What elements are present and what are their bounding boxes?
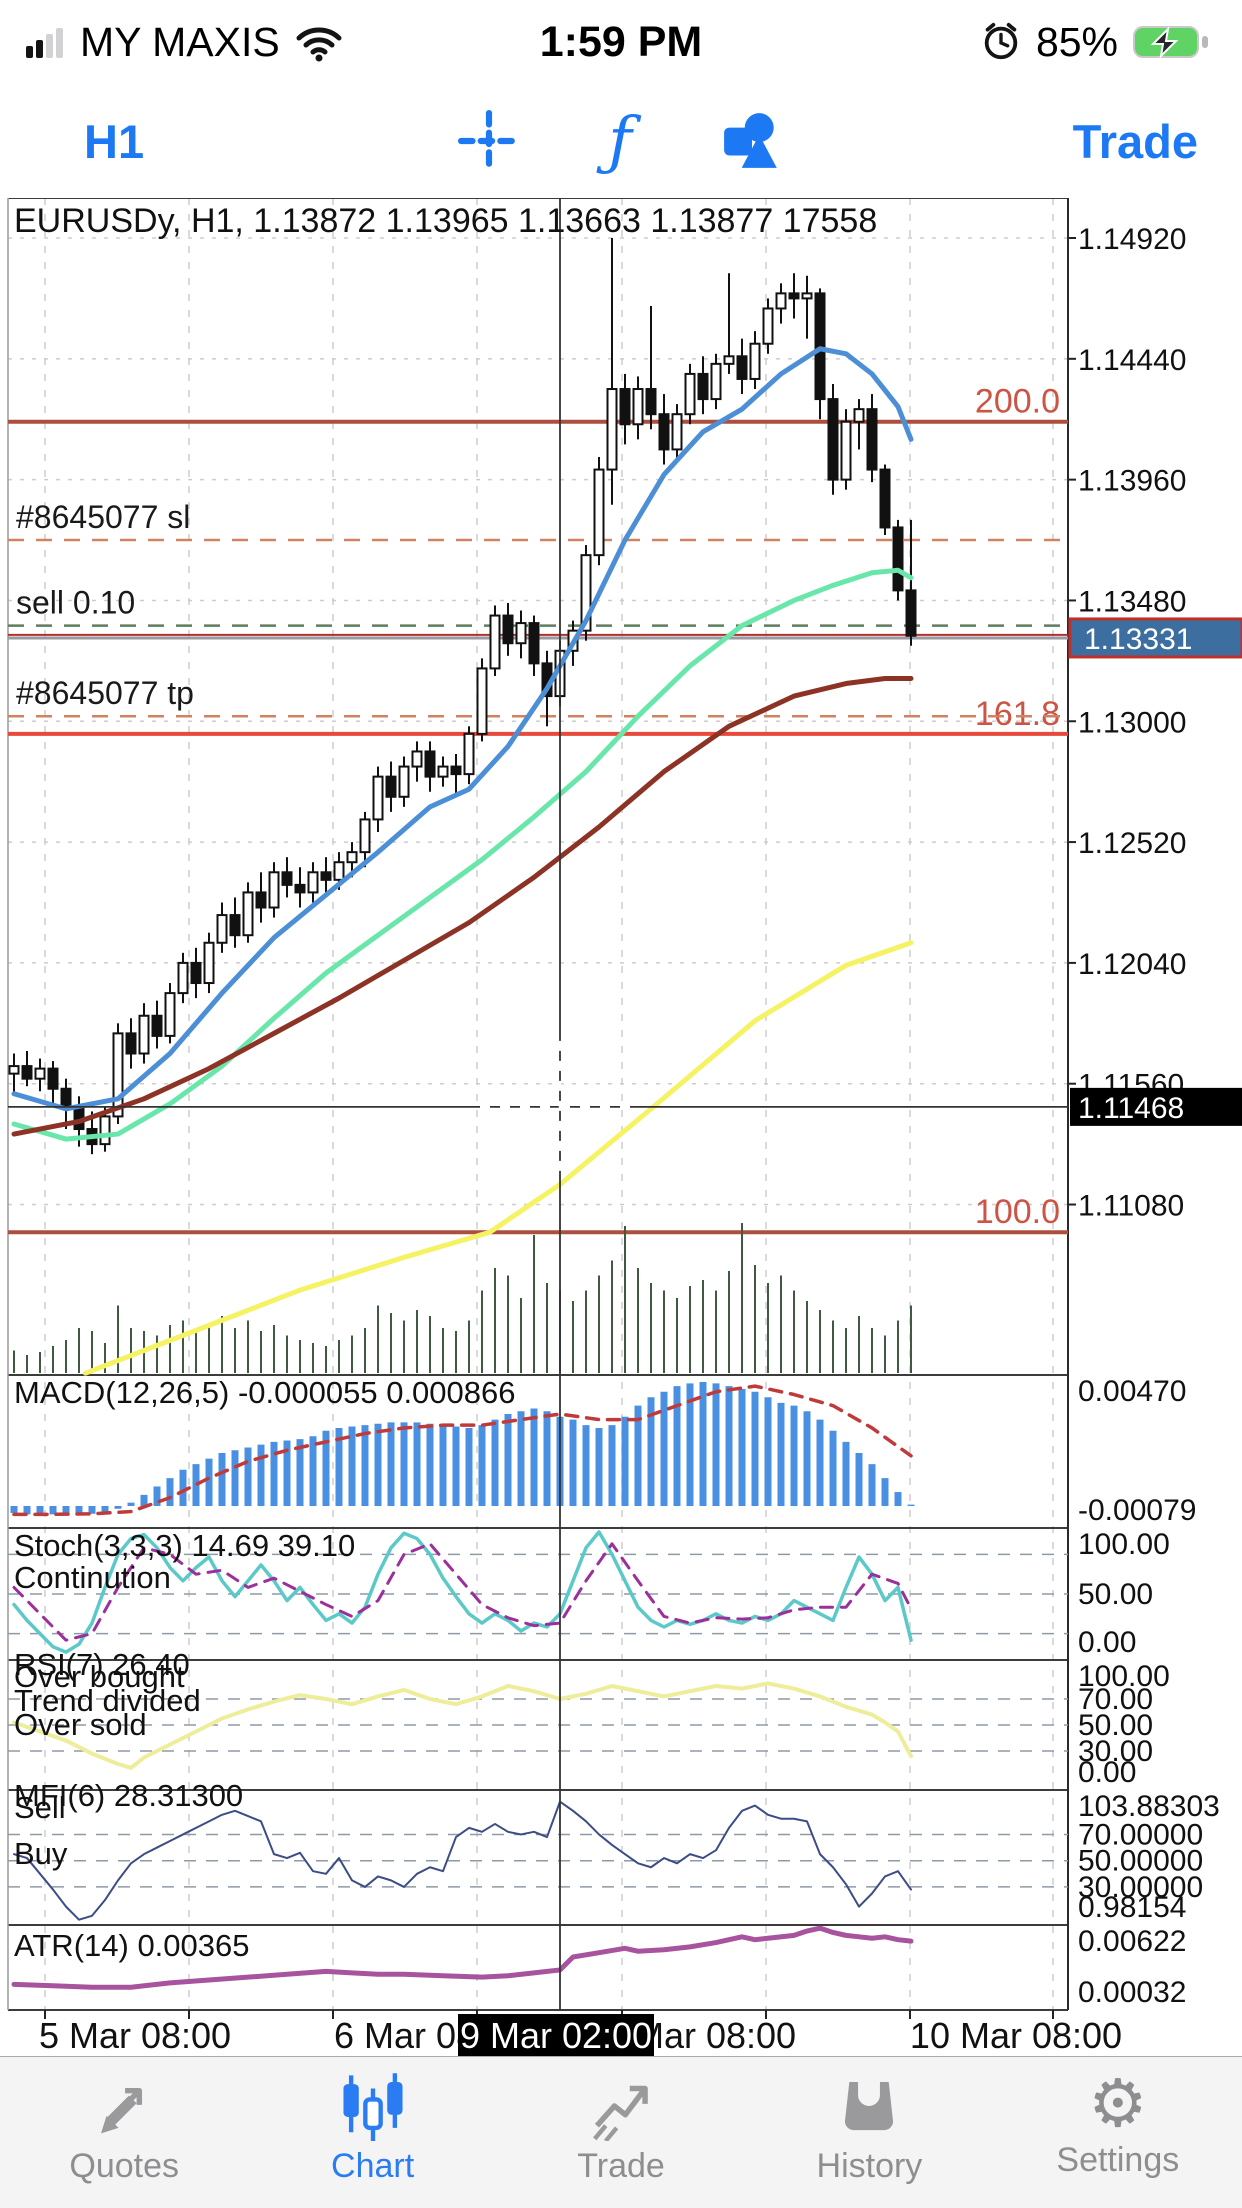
tab-label: Quotes xyxy=(69,2147,180,2185)
svg-text:100.00: 100.00 xyxy=(1078,1660,1170,1693)
battery-percent-label: 85% xyxy=(1035,18,1118,65)
svg-text:50.00000: 50.00000 xyxy=(1078,1845,1203,1878)
svg-text:Buy: Buy xyxy=(14,1836,68,1871)
tab-bar: Quotes Chart Trade H xyxy=(0,2056,1242,2208)
alarm-clock-icon xyxy=(984,22,1018,60)
objects-shapes-icon[interactable] xyxy=(720,110,784,172)
quotes-arrows-icon xyxy=(101,2087,143,2134)
svg-text:50.00: 50.00 xyxy=(1078,1578,1153,1611)
svg-text:0.00: 0.00 xyxy=(1078,1626,1136,1659)
svg-text:103.88303: 103.88303 xyxy=(1078,1790,1220,1823)
history-tray-icon xyxy=(845,2081,894,2131)
svg-text:Over bought: Over bought xyxy=(14,1659,185,1694)
carrier-label: MY MAXIS xyxy=(80,18,280,65)
trade-arrow-icon xyxy=(593,2085,648,2141)
svg-text:Trend divided: Trend divided xyxy=(14,1683,201,1718)
svg-text:RSI(7) 26.40: RSI(7) 26.40 xyxy=(14,1647,190,1682)
svg-text:Stoch(3,3,3) 14.69 39.10: Stoch(3,3,3) 14.69 39.10 xyxy=(14,1528,355,1563)
wifi-icon xyxy=(296,27,342,62)
tab-chart[interactable]: Chart xyxy=(248,2057,496,2208)
svg-text:0.00622: 0.00622 xyxy=(1078,1925,1186,1958)
svg-text:70.00: 70.00 xyxy=(1078,1683,1153,1716)
svg-text:9 Mar 02:00: 9 Mar 02:00 xyxy=(460,2015,652,2056)
tab-settings[interactable]: ⚙ Settings xyxy=(994,2057,1242,2208)
svg-text:Over sold: Over sold xyxy=(14,1707,147,1742)
tab-label: Settings xyxy=(1056,2141,1180,2179)
svg-text:30.00000: 30.00000 xyxy=(1078,1871,1203,1904)
tab-trade[interactable]: Trade xyxy=(497,2057,745,2208)
svg-text:ATR(14) 0.00365: ATR(14) 0.00365 xyxy=(14,1928,250,1963)
svg-text:30.00: 30.00 xyxy=(1078,1735,1153,1768)
svg-text:0.00: 0.00 xyxy=(1078,1756,1136,1789)
indicators-function-icon[interactable]: ƒ xyxy=(608,104,632,178)
svg-text:1.13000: 1.13000 xyxy=(1078,706,1186,739)
svg-text:0.98154: 0.98154 xyxy=(1078,1891,1186,1924)
svg-text:0.00032: 0.00032 xyxy=(1078,1976,1186,2009)
svg-text:1.12520: 1.12520 xyxy=(1078,827,1186,860)
battery-charging-icon xyxy=(1133,26,1208,59)
svg-text:sell 0.10: sell 0.10 xyxy=(16,585,135,621)
svg-text:1.11468: 1.11468 xyxy=(1078,1092,1184,1125)
svg-text:1.14440: 1.14440 xyxy=(1078,344,1186,377)
tab-label: History xyxy=(816,2147,923,2185)
crosshair-icon[interactable] xyxy=(458,110,521,172)
settings-gear-icon: ⚙ xyxy=(1088,2066,1148,2140)
tab-label: Trade xyxy=(577,2147,665,2185)
svg-text:0.00470: 0.00470 xyxy=(1078,1375,1186,1408)
svg-text:161.8: 161.8 xyxy=(975,695,1060,733)
svg-text:50.00: 50.00 xyxy=(1078,1709,1153,1742)
svg-text:MFI(6) 28.31300: MFI(6) 28.31300 xyxy=(14,1778,243,1813)
svg-text:Continution: Continution xyxy=(14,1560,171,1595)
tab-history[interactable]: History xyxy=(745,2057,993,2208)
svg-text:#8645077 tp: #8645077 tp xyxy=(16,675,194,711)
svg-text:1.13480: 1.13480 xyxy=(1078,585,1186,618)
svg-text:MACD(12,26,5) -0.000055 0.0008: MACD(12,26,5) -0.000055 0.000866 xyxy=(14,1375,516,1410)
svg-text:100.00: 100.00 xyxy=(1078,1528,1170,1561)
svg-text:200.0: 200.0 xyxy=(975,383,1060,421)
svg-text:1.13331: 1.13331 xyxy=(1084,623,1192,656)
svg-text:1.12040: 1.12040 xyxy=(1078,948,1186,981)
svg-text:Sell: Sell xyxy=(14,1790,66,1825)
cell-signal-icon xyxy=(26,28,63,58)
status-bar: MY MAXIS 1:59 PM 85% xyxy=(0,0,1242,84)
svg-text:EURUSDy, H1, 1.13872 1.13965 1: EURUSDy, H1, 1.13872 1.13965 1.13663 1.1… xyxy=(14,202,877,240)
svg-text:100.0: 100.0 xyxy=(975,1193,1060,1231)
trade-button[interactable]: Trade xyxy=(1072,114,1198,168)
svg-text:10 Mar 08:00: 10 Mar 08:00 xyxy=(910,2015,1122,2056)
svg-text:1.14920: 1.14920 xyxy=(1078,223,1186,256)
chart-toolbar: H1 ƒ Trade xyxy=(0,84,1242,198)
tab-label: Chart xyxy=(331,2147,415,2185)
svg-text:1.11080: 1.11080 xyxy=(1078,1190,1184,1223)
svg-text:1.13960: 1.13960 xyxy=(1078,465,1186,498)
svg-text:#8645077 sl: #8645077 sl xyxy=(16,499,190,535)
svg-text:5 Mar 08:00: 5 Mar 08:00 xyxy=(39,2015,231,2056)
tab-quotes[interactable]: Quotes xyxy=(0,2057,248,2208)
timeframe-button[interactable]: H1 xyxy=(84,114,145,168)
svg-text:-0.00079: -0.00079 xyxy=(1078,1494,1196,1527)
svg-text:70.00000: 70.00000 xyxy=(1078,1818,1203,1851)
chart-candles-icon xyxy=(343,2073,403,2141)
